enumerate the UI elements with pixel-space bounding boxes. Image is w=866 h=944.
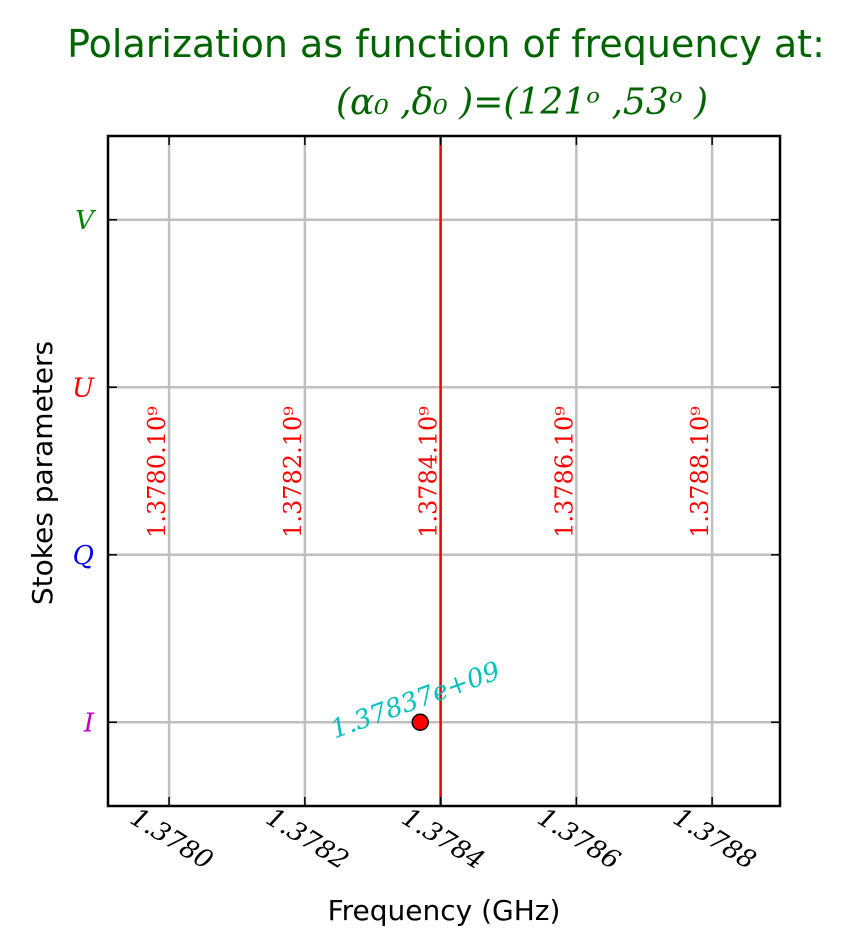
x-tick-label: 1.3786 — [532, 802, 625, 876]
x-tick-label: 1.3782 — [261, 802, 354, 876]
chart-title: Polarization as function of frequency at… — [67, 22, 825, 66]
y-tick-label: V — [75, 206, 96, 236]
y-tick-label: U — [72, 373, 95, 403]
x-tick-label: 1.3784 — [396, 802, 489, 876]
points: 1.37837e+09 — [327, 656, 504, 745]
frequency-label: 1.3780.10⁹ — [143, 406, 171, 538]
y-tick-label: Q — [73, 541, 94, 571]
frequency-label: 1.3782.10⁹ — [279, 406, 307, 538]
chart-subtitle: (α₀ ,δ₀ )=(121ᵒ ,53ᵒ ) — [336, 82, 708, 123]
frequency-label: 1.3786.10⁹ — [550, 406, 578, 538]
data-point — [411, 713, 429, 731]
x-tick-label: 1.3780 — [125, 802, 218, 876]
x-tick-label: 1.3788 — [668, 802, 761, 876]
plot-frame — [106, 134, 782, 808]
x-axis-label: Frequency (GHz) — [328, 894, 561, 927]
data-point-label: 1.37837e+09 — [327, 656, 504, 745]
frequency-labels: 1.3780.10⁹ 1.3782.10⁹ 1.3784.10⁹ 1.3786.10⁹… — [143, 406, 714, 538]
frequency-label: 1.3788.10⁹ — [686, 406, 714, 538]
y-tick-label: I — [83, 708, 95, 738]
frequency-label: 1.3784.10⁹ — [415, 406, 443, 538]
y-axis-label: Stokes parameters — [26, 341, 59, 605]
